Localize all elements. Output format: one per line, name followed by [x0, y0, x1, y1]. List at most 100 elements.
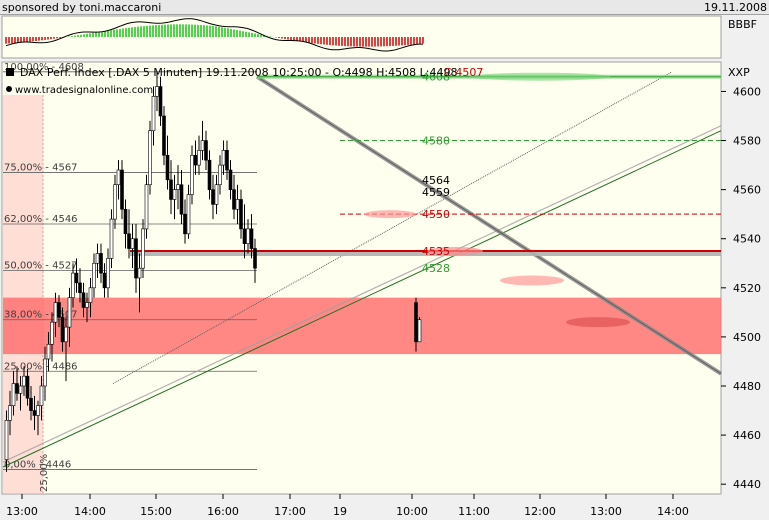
- x-tick-label: 11:00: [458, 505, 490, 518]
- candle-body: [57, 302, 61, 318]
- indicator-axis-label: BBBF: [728, 18, 757, 31]
- sponsor-text: sponsored by toni.maccaroni: [2, 1, 161, 14]
- candle-body: [74, 272, 79, 284]
- candle-body: [130, 238, 135, 249]
- candle-body: [417, 319, 422, 343]
- chart-title: DAX Perf. Index [.DAX 5 Minuten] 19.11.2…: [20, 66, 457, 79]
- candle-body: [53, 302, 58, 323]
- candle-body: [39, 385, 44, 406]
- candle-body: [29, 397, 33, 411]
- volume-ellipse: [470, 72, 610, 81]
- candle-body: [221, 150, 226, 166]
- candle-body: [78, 282, 82, 294]
- candle-body: [235, 199, 240, 210]
- session-highlight: [3, 95, 43, 493]
- candle-body: [113, 184, 117, 220]
- level-band: [130, 250, 721, 256]
- candle-body: [102, 272, 107, 289]
- candle-body: [15, 383, 19, 394]
- level-label: 4559: [422, 186, 450, 199]
- candle-body: [155, 86, 159, 97]
- candle-body: [165, 154, 170, 181]
- indicator-panel: [1, 15, 722, 59]
- candle-body: [186, 194, 191, 235]
- candle-body: [207, 159, 212, 190]
- fib-label: 50,00% - 4527: [4, 261, 78, 272]
- chart-close: C:4507: [444, 66, 483, 79]
- candle-body: [25, 375, 30, 399]
- y-tick-label: 4520: [733, 282, 761, 295]
- candle-body: [204, 140, 208, 161]
- candle-body: [106, 258, 110, 289]
- candle-body: [22, 375, 26, 387]
- x-tick-label: 14:00: [74, 505, 106, 518]
- candle-body: [71, 272, 75, 298]
- series-marker-icon: [6, 68, 14, 76]
- level-label: 4535: [422, 245, 450, 258]
- level-label: 4608: [422, 71, 450, 84]
- candle-body: [214, 184, 219, 205]
- candle-body: [183, 213, 187, 235]
- candle-body: [193, 154, 198, 166]
- level-label: 4550: [422, 208, 450, 221]
- candle-body: [158, 86, 163, 117]
- candle-body: [242, 228, 247, 244]
- candle-body: [225, 150, 229, 171]
- candle-body: [144, 184, 149, 230]
- level-label: 4564: [422, 174, 450, 187]
- x-tick-label: 13:00: [590, 505, 622, 518]
- candle-body: [190, 154, 194, 195]
- x-tick-label: 16:00: [207, 505, 239, 518]
- fib-label: 62,00% - 4546: [4, 214, 78, 225]
- candle-body: [253, 248, 257, 269]
- candle-body: [95, 253, 100, 264]
- oscillator-line: [5, 18, 423, 52]
- candle-body: [249, 228, 254, 249]
- level-label: 4580: [422, 135, 450, 148]
- candle-body: [148, 130, 152, 186]
- candle-body: [4, 420, 9, 460]
- candle-body: [46, 343, 51, 360]
- candle-body: [120, 169, 124, 210]
- volume-ellipse: [364, 210, 416, 219]
- candle-body: [137, 267, 142, 279]
- candle-body: [162, 115, 166, 156]
- candle-body: [200, 140, 205, 151]
- candle-body: [18, 385, 23, 394]
- x-tick-label: 13:00: [6, 505, 38, 518]
- x-tick-label: 17:00: [274, 505, 306, 518]
- candle-body: [64, 326, 68, 343]
- candle-body: [32, 410, 37, 416]
- y-tick-label: 4600: [733, 85, 761, 98]
- candle-body: [151, 96, 156, 132]
- y-tick-label: 4580: [733, 135, 761, 148]
- candle-body: [81, 292, 86, 308]
- candle-body: [246, 228, 250, 244]
- candle-body: [197, 150, 201, 166]
- trendline-resistance-core: [256, 76, 722, 375]
- web-bullet-icon: [6, 86, 12, 92]
- y-tick-label: 4480: [733, 380, 761, 393]
- candle-body: [169, 179, 173, 200]
- candle-body: [99, 253, 103, 274]
- candle-body: [414, 302, 418, 343]
- fib-label: 38,00% - 4507: [4, 310, 78, 321]
- volume-ellipse: [566, 317, 630, 328]
- candle-body: [172, 189, 177, 200]
- candle-body: [218, 164, 222, 186]
- x-tick-label: 15:00: [140, 505, 172, 518]
- fib-label: 0,00% - 4446: [4, 459, 71, 470]
- y-tick-label: 4500: [733, 331, 761, 344]
- candle-body: [43, 358, 47, 387]
- header-date: 19.11.2008: [704, 1, 767, 14]
- level-label: 4528: [422, 262, 450, 275]
- candle-body: [141, 228, 145, 269]
- candle-body: [88, 287, 93, 303]
- y-tick-label: 4460: [733, 429, 761, 442]
- candle-body: [239, 199, 243, 230]
- candle-body: [211, 189, 215, 205]
- candle-body: [60, 316, 65, 343]
- candle-body: [228, 169, 233, 190]
